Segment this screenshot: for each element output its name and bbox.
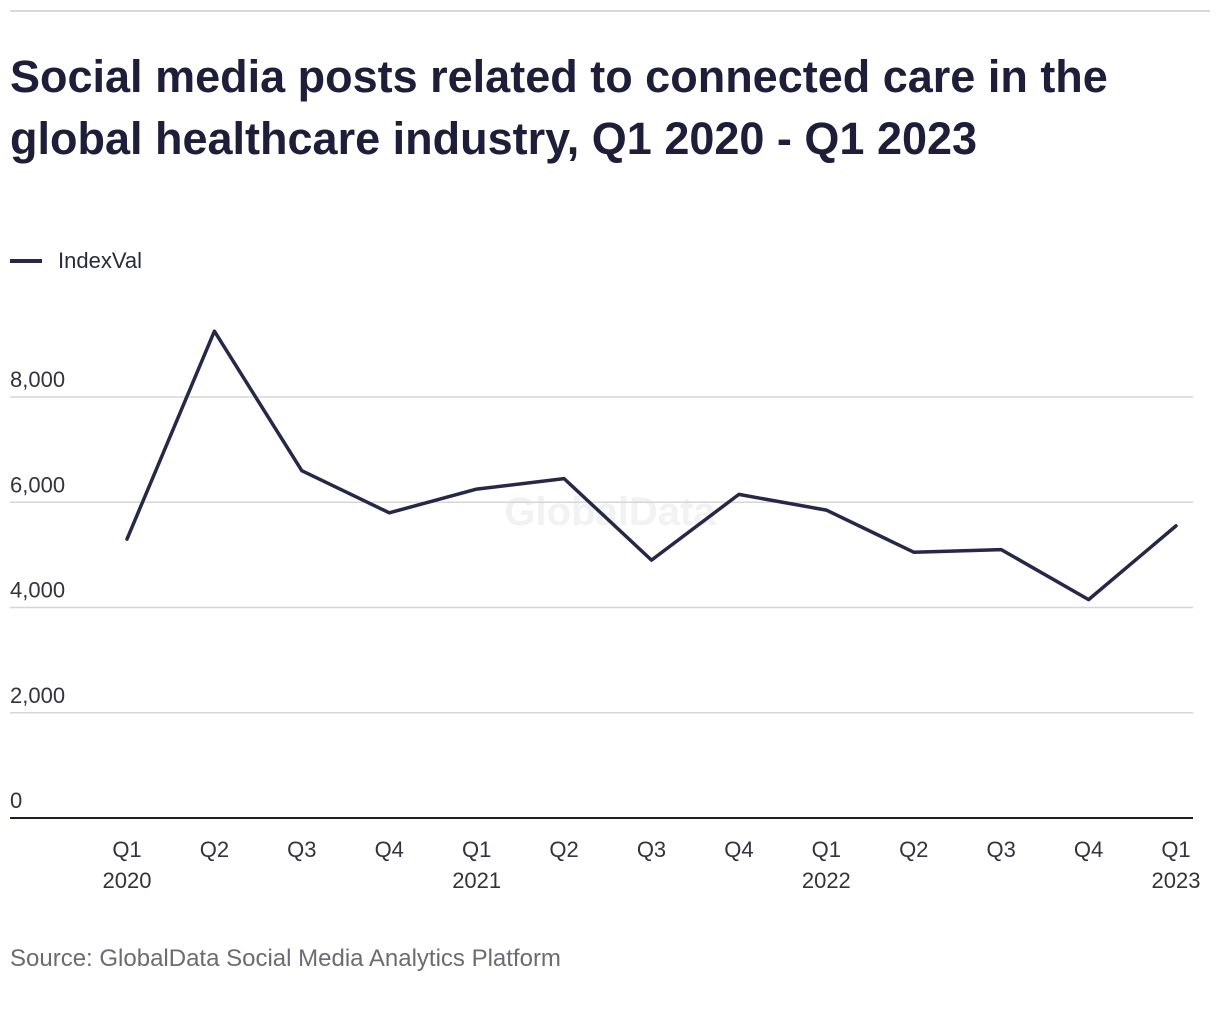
legend-label: IndexVal: [58, 248, 142, 273]
legend-swatch: [10, 259, 42, 263]
x-tick-label: Q1: [812, 837, 841, 862]
y-tick-label: 4,000: [10, 578, 65, 603]
series-line-IndexVal: [125, 329, 1178, 602]
x-tick-year-label: 2021: [452, 868, 501, 893]
x-tick-label: Q1: [1161, 837, 1190, 862]
x-tick-label: Q4: [1074, 837, 1103, 862]
x-tick-label: Q2: [200, 837, 229, 862]
x-tick-year-label: 2022: [802, 868, 851, 893]
x-tick-label: Q3: [287, 837, 316, 862]
y-tick-label: 8,000: [10, 367, 65, 392]
x-tick-label: Q1: [112, 837, 141, 862]
x-tick-label: Q3: [986, 837, 1015, 862]
y-tick-label: 2,000: [10, 683, 65, 708]
x-tick-label: Q1: [462, 837, 491, 862]
top-divider: [10, 10, 1210, 12]
chart-title: Social media posts related to connected …: [10, 51, 1108, 164]
legend: IndexVal: [10, 248, 142, 274]
x-tick-year-label: 2023: [1152, 868, 1201, 893]
x-tick-label: Q4: [724, 837, 753, 862]
source-note: Source: GlobalData Social Media Analytic…: [10, 945, 561, 972]
x-tick-label: Q3: [637, 837, 666, 862]
x-tick-label: Q2: [549, 837, 578, 862]
x-tick-label: Q4: [375, 837, 404, 862]
watermark: GlobalData: [504, 490, 716, 534]
x-tick-year-label: 2020: [103, 868, 152, 893]
x-tick-label: Q2: [899, 837, 928, 862]
y-tick-label: 0: [10, 788, 22, 813]
y-tick-label: 6,000: [10, 472, 65, 497]
